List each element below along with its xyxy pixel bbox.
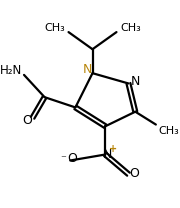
Text: N: N <box>83 63 92 76</box>
Text: +: + <box>109 144 117 154</box>
Text: CH₃: CH₃ <box>44 23 65 33</box>
Text: O: O <box>67 152 77 165</box>
Text: N: N <box>131 75 140 88</box>
Text: CH₃: CH₃ <box>158 126 179 136</box>
Text: O: O <box>22 114 32 127</box>
Text: N: N <box>102 148 112 161</box>
Text: ⁻: ⁻ <box>60 154 66 164</box>
Text: H₂N: H₂N <box>0 64 22 77</box>
Text: O: O <box>129 167 139 180</box>
Text: CH₃: CH₃ <box>120 23 141 33</box>
